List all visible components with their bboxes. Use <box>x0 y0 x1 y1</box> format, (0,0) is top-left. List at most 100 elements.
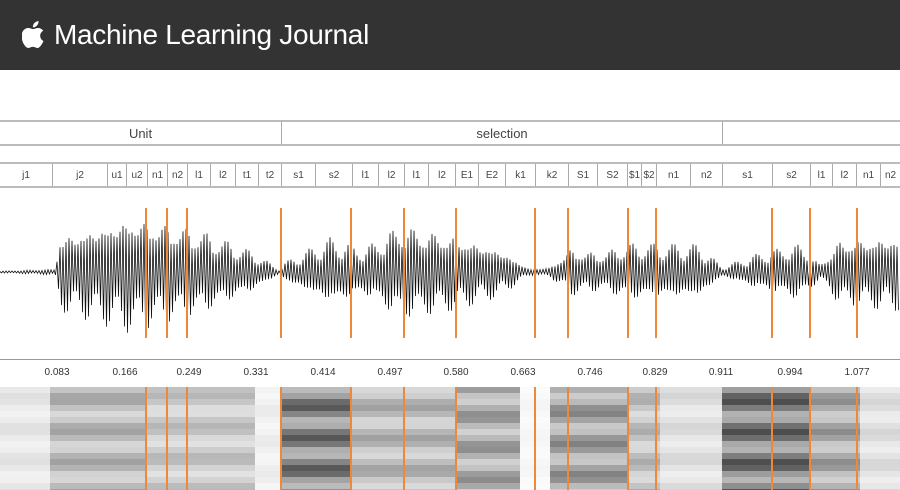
spectrogram-band <box>810 435 860 441</box>
spectrogram-band <box>281 417 350 423</box>
time-tick-label: 1.077 <box>844 367 870 378</box>
phone-cell: u1 <box>107 164 126 186</box>
phone-cell: n1 <box>656 164 690 186</box>
phone-cell: l1 <box>404 164 428 186</box>
spectrogram-band <box>455 477 520 483</box>
spectrogram-band <box>0 441 50 447</box>
spectrogram-band <box>660 465 722 471</box>
waveform-figure: Unit selection j1 j2 u1 u2 n1 n2 l1 l2 t1 t2 s1 s2 l1… <box>0 70 900 490</box>
spectrogram-band <box>860 483 900 489</box>
spectrogram-band <box>810 387 860 393</box>
spectrogram-band <box>50 411 145 417</box>
spectrogram-band <box>660 477 722 483</box>
time-tick-label: 0.414 <box>310 367 336 378</box>
spectrogram-band <box>810 417 860 423</box>
spectrogram-band <box>860 405 900 411</box>
spectrogram-band <box>550 483 628 489</box>
spectrogram-band <box>145 423 255 429</box>
spectrogram-band <box>350 417 455 423</box>
spectrogram-band <box>350 477 455 483</box>
spectrogram-band <box>455 465 520 471</box>
spectrogram-band <box>255 405 281 411</box>
spectrogram-band <box>281 411 350 417</box>
spectrogram-band <box>350 399 455 405</box>
spectrogram-band <box>860 447 900 453</box>
spectrogram-band <box>722 459 810 465</box>
spectrogram-band <box>50 453 145 459</box>
spectrogram-band <box>255 465 281 471</box>
spectrogram-band <box>281 405 350 411</box>
phone-cell: n2 <box>690 164 722 186</box>
time-tick-label: 0.580 <box>443 367 469 378</box>
spectrogram-band <box>350 471 455 477</box>
spectrogram-band <box>0 471 50 477</box>
spectrogram-band <box>810 399 860 405</box>
spectrogram-band <box>350 465 455 471</box>
spectrogram-band <box>660 423 722 429</box>
spectrogram-band <box>281 393 350 399</box>
phone-cell: s1 <box>281 164 315 186</box>
spectrogram-band <box>350 411 455 417</box>
phone-cell: S1 <box>568 164 597 186</box>
spectrogram-band <box>660 459 722 465</box>
phone-cell: l2 <box>832 164 856 186</box>
spectrogram-band <box>455 471 520 477</box>
spectrogram-band <box>628 471 660 477</box>
spectrogram-band <box>50 417 145 423</box>
phone-cell: n1 <box>147 164 167 186</box>
spectrogram-band <box>0 399 50 405</box>
spectrogram-band <box>810 447 860 453</box>
spectrogram-band <box>145 441 255 447</box>
spectrogram-band <box>722 411 810 417</box>
spectrogram-band <box>628 411 660 417</box>
phone-cell: E1 <box>455 164 478 186</box>
time-tick-label: 0.331 <box>243 367 269 378</box>
spectrogram-band <box>860 417 900 423</box>
spectrogram-band <box>145 435 255 441</box>
spectrogram-band <box>50 471 145 477</box>
spectrogram-band <box>628 453 660 459</box>
spectrogram-band <box>860 393 900 399</box>
spectrogram-band <box>722 441 810 447</box>
spectrogram-band <box>860 471 900 477</box>
spectrogram-band <box>145 447 255 453</box>
spectrogram-band <box>255 477 281 483</box>
spectrogram-band <box>660 405 722 411</box>
spectrogram-band <box>50 387 145 393</box>
spectrogram-band <box>455 459 520 465</box>
phone-cell: t2 <box>258 164 281 186</box>
spectrogram-band <box>255 393 281 399</box>
spectrogram-band <box>628 429 660 435</box>
spectrogram-band <box>660 393 722 399</box>
time-tick-label: 0.746 <box>577 367 603 378</box>
spectrogram-band <box>455 405 520 411</box>
phone-row: j1 j2 u1 u2 n1 n2 l1 l2 t1 t2 s1 s2 l1 l2 l1 l2 E1 E2 k1 k2… <box>0 162 900 188</box>
time-tick-label: 0.083 <box>44 367 70 378</box>
spectrogram-band <box>722 471 810 477</box>
spectrogram-band <box>860 423 900 429</box>
spectrogram-band <box>350 459 455 465</box>
spectrogram-band <box>255 453 281 459</box>
spectrogram-band <box>550 429 628 435</box>
spectrogram-band <box>628 399 660 405</box>
site-title[interactable]: Machine Learning Journal <box>54 19 370 50</box>
spectrogram-band <box>50 405 145 411</box>
spectrogram-band <box>628 465 660 471</box>
spectrogram-band <box>281 477 350 483</box>
apple-logo-icon[interactable] <box>22 21 46 49</box>
spectrogram-band <box>628 417 660 423</box>
spectrogram-band <box>281 441 350 447</box>
spectrogram-band <box>50 435 145 441</box>
spectrogram-band <box>0 435 50 441</box>
spectrogram-band <box>455 399 520 405</box>
spectrogram-band <box>50 441 145 447</box>
phone-cell: n1 <box>856 164 880 186</box>
spectrogram-band <box>722 477 810 483</box>
spectrogram-band <box>628 447 660 453</box>
phone-cell: E2 <box>478 164 505 186</box>
phone-cell: u2 <box>126 164 147 186</box>
spectrogram-band <box>255 411 281 417</box>
waveform-trace <box>0 224 899 333</box>
spectrogram-band <box>810 441 860 447</box>
spectrogram-band <box>628 477 660 483</box>
